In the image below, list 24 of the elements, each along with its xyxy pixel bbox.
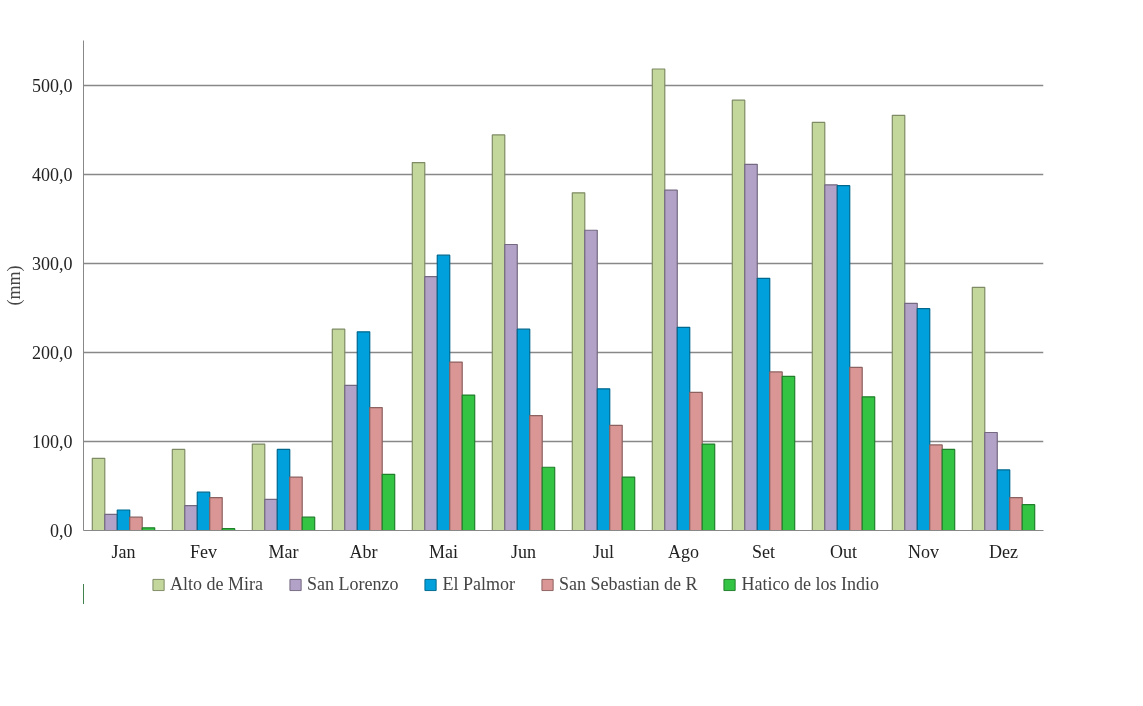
x-tick-label: Fev [190,541,217,562]
legend-label: El Palmor [442,573,515,595]
legend-label: Hatico de los Indio [741,573,879,595]
x-tick-label: Abr [349,541,378,562]
x-tick-label: Mar [268,541,299,562]
y-tick-label: 400,0 [32,164,73,185]
x-tick-label: Mai [429,541,458,562]
y-axis-title: (mm) [4,265,25,306]
legend-label: San Lorenzo [307,573,399,595]
y-tick-label: 0,0 [50,521,73,541]
y-tick-label: 200,0 [32,342,73,363]
y-tick-label: 100,0 [32,431,73,452]
x-tick-label: Jan [111,541,136,562]
x-tick-label: Out [830,541,857,562]
x-tick-label: Ago [668,541,699,562]
legend-label: Alto de Mira [170,573,264,595]
x-tick-label: Dez [989,541,1018,562]
x-tick-label: Jul [593,541,615,562]
y-tick-label: 500,0 [32,75,73,96]
x-tick-label: Nov [908,541,939,562]
y-tick-label: 300,0 [32,253,73,274]
legend-label: San Sebastian de R [558,573,698,595]
x-tick-label: Set [752,541,776,562]
x-tick-label: Jun [511,541,537,562]
